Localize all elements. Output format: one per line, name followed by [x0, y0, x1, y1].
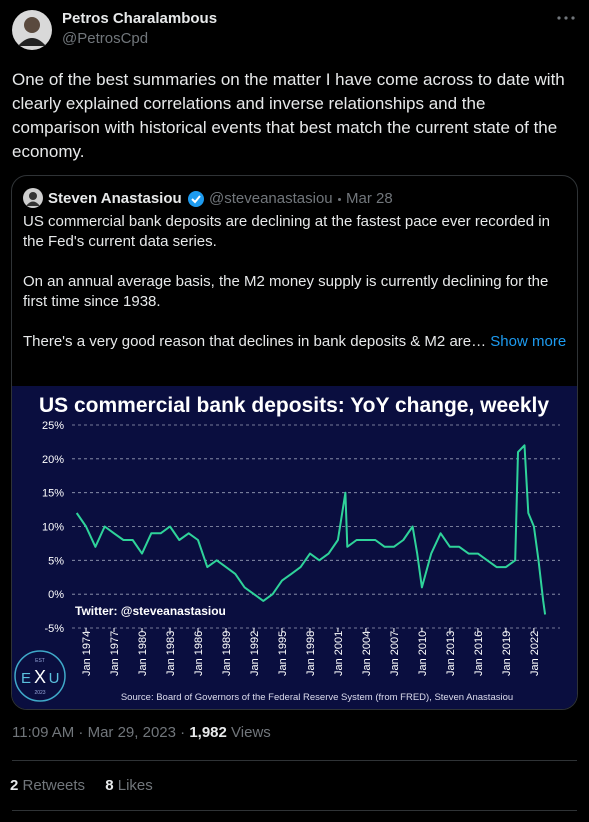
verified-badge [188, 191, 204, 207]
x-tick-label: Jan 1977 [109, 631, 121, 676]
logo-text: X [34, 667, 46, 687]
x-tick-label: Jan 1995 [277, 631, 289, 676]
stats-row: 2 Retweets 8 Likes [10, 777, 153, 794]
like-count: 8 [105, 777, 114, 794]
x-tick-label: Jan 2007 [389, 631, 401, 676]
x-tick-label: Jan 1983 [165, 631, 177, 676]
tweet-text: One of the best summaries on the matter … [12, 70, 565, 161]
chart-image: US commercial bank deposits: YoY change,… [12, 386, 577, 709]
x-tick-label: Jan 2022 [529, 631, 541, 676]
chart-title: US commercial bank deposits: YoY change,… [39, 394, 549, 417]
logo-text: U [49, 670, 60, 687]
logo-text: EST [35, 658, 45, 664]
quote-author-name: Steven Anastasiou [48, 190, 182, 207]
logo-ring [14, 650, 66, 702]
x-tick-label: Jan 1998 [305, 631, 317, 676]
y-tick-label: 20% [42, 454, 64, 466]
quote-paragraph: On an annual average basis, the M2 money… [23, 273, 549, 310]
retweet-stat[interactable]: 2 Retweets [10, 777, 85, 794]
logo-text: 2023 [34, 690, 45, 696]
views-label: Views [231, 724, 271, 741]
show-more-link[interactable]: Show more [490, 333, 567, 350]
y-tick-label: 5% [48, 555, 64, 567]
x-tick-label: Jan 1980 [137, 631, 149, 676]
quote-date: Mar 28 [346, 190, 393, 207]
quote-paragraph-text: There's a very good reason that declines… [23, 333, 487, 350]
retweet-count: 2 [10, 777, 19, 794]
more-button[interactable] [554, 12, 578, 24]
x-tick-label: Jan 2001 [333, 631, 345, 676]
x-tick-label: Jan 2019 [501, 631, 513, 676]
author-name[interactable]: Petros Charalambous [62, 10, 218, 27]
chart-background [12, 386, 577, 709]
x-tick-label: Jan 1974 [81, 631, 93, 676]
quote-handle: @steveanastasiou [209, 190, 333, 207]
author-handle[interactable]: @PetrosCpd [62, 30, 149, 47]
x-tick-label: Jan 2004 [361, 631, 373, 676]
like-label: Likes [117, 777, 153, 794]
y-tick-label: 10% [42, 522, 64, 534]
chart-source: Source: Board of Governors of the Federa… [121, 692, 513, 703]
x-tick-label: Jan 1986 [193, 631, 205, 676]
quote-paragraph: There's a very good reason that declines… [23, 332, 568, 352]
x-tick-label: Jan 2013 [445, 631, 457, 676]
y-tick-label: 15% [42, 488, 64, 500]
data-line [75, 444, 547, 615]
x-tick-label: Jan 1992 [249, 631, 261, 676]
y-tick-label: 25% [42, 420, 64, 432]
retweet-label: Retweets [22, 777, 86, 794]
quoted-tweet[interactable]: Steven Anastasiou @steveanastasiou Mar 2… [11, 175, 578, 710]
views-count: 1,982 [189, 724, 227, 741]
x-tick-label: Jan 2016 [473, 631, 485, 676]
avatar[interactable] [12, 10, 52, 50]
divider [12, 810, 577, 811]
like-stat[interactable]: 8 Likes [105, 777, 153, 794]
timestamp-row: 11:09 AM · Mar 29, 2023 · 1,982 Views [12, 724, 271, 741]
quote-avatar [23, 188, 43, 208]
separator-dot [338, 198, 341, 201]
x-tick-label: Jan 1989 [221, 631, 233, 676]
x-tick-label: Jan 2010 [417, 631, 429, 676]
y-tick-label: -5% [44, 623, 64, 635]
divider [12, 760, 577, 761]
logo-text: E [21, 670, 31, 687]
chart-annotation: Twitter: @steveanastasiou [75, 604, 226, 618]
quote-text: US commercial bank deposits are declinin… [23, 212, 568, 372]
y-tick-label: 0% [48, 589, 64, 601]
timestamp[interactable]: 11:09 AM · Mar 29, 2023 · [12, 724, 186, 741]
quote-paragraph: US commercial bank deposits are declinin… [23, 213, 550, 250]
